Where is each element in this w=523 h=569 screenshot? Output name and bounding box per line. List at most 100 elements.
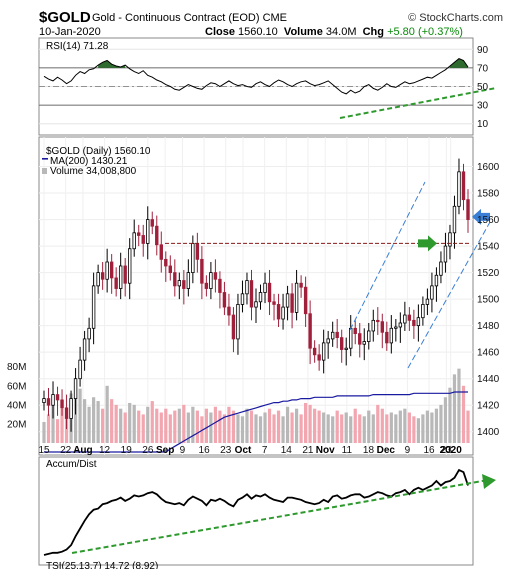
candle-body bbox=[258, 292, 263, 303]
x-tick-label: 23 bbox=[220, 445, 232, 456]
accum-legend-text: Accum/Dist bbox=[46, 459, 97, 470]
candle-body bbox=[371, 319, 375, 332]
volume-bar bbox=[371, 414, 375, 443]
accum-trendline bbox=[71, 479, 489, 554]
volume-bar bbox=[231, 410, 236, 443]
rsi-tick-label: 10 bbox=[477, 119, 489, 130]
volume-bar bbox=[173, 410, 177, 443]
volume-bar bbox=[159, 412, 163, 443]
volume-bar bbox=[204, 408, 208, 443]
x-tick-label: 15 bbox=[38, 445, 50, 456]
volume-bar bbox=[448, 387, 452, 443]
volume-bar bbox=[403, 408, 407, 443]
candle-body bbox=[55, 394, 60, 401]
volume-bar bbox=[87, 406, 91, 443]
candle-body bbox=[236, 304, 240, 340]
candle-body bbox=[132, 232, 136, 250]
candle-body bbox=[439, 261, 443, 276]
price-tick-label: 1420 bbox=[477, 401, 500, 412]
candle-body bbox=[276, 304, 281, 320]
volume-bar bbox=[430, 412, 434, 443]
candle-body bbox=[312, 347, 317, 356]
candle-body bbox=[222, 292, 227, 308]
candle-body bbox=[294, 282, 299, 313]
volume-bar bbox=[182, 404, 186, 443]
volume-bar bbox=[421, 414, 425, 443]
candle-body bbox=[64, 407, 69, 419]
ma200-line bbox=[44, 391, 468, 453]
candle-body bbox=[141, 235, 145, 244]
price-legend-text: $GOLD (Daily) 1560.10 bbox=[46, 146, 151, 157]
volume-bar bbox=[353, 408, 357, 443]
x-tick-label: 22 bbox=[60, 445, 72, 456]
volume-tick-label: 80M bbox=[7, 362, 26, 373]
volume-bar bbox=[245, 408, 249, 443]
rsi-tick-label: 90 bbox=[477, 45, 489, 56]
candle-body bbox=[105, 261, 109, 280]
volume-bar bbox=[42, 422, 46, 443]
volume-bar bbox=[96, 401, 100, 443]
candle-body bbox=[308, 313, 312, 349]
candle-body bbox=[209, 272, 213, 289]
volume-bar bbox=[276, 410, 281, 443]
candle-body bbox=[299, 282, 303, 288]
volume-bar bbox=[123, 412, 127, 443]
candle-body bbox=[240, 293, 245, 305]
volume-bar bbox=[313, 408, 317, 443]
volume-bar bbox=[326, 414, 330, 443]
volume-bar bbox=[258, 416, 263, 443]
candle-body bbox=[267, 282, 272, 303]
candle-body bbox=[150, 219, 154, 227]
volume-bar bbox=[385, 414, 389, 443]
volume-bar bbox=[461, 385, 466, 443]
price-tick-label: 1460 bbox=[477, 348, 500, 359]
candle-body bbox=[344, 347, 348, 350]
price-tick-label: 1400 bbox=[477, 427, 500, 438]
rsi-line bbox=[43, 58, 469, 95]
volume-bar bbox=[439, 404, 443, 443]
candle-body bbox=[358, 333, 362, 345]
x-tick-label: Aug bbox=[73, 445, 92, 456]
chg-label: Chg bbox=[362, 26, 384, 38]
quote-date: 10-Jan-2020 bbox=[39, 26, 101, 38]
volume-bar bbox=[367, 410, 371, 443]
volume-bar bbox=[254, 414, 258, 443]
x-tick-label: Sep bbox=[156, 445, 174, 456]
x-tick-label: 23 bbox=[441, 445, 453, 456]
candle-body bbox=[457, 171, 461, 207]
volume-bar bbox=[55, 419, 60, 443]
volume-bar bbox=[132, 404, 136, 443]
price-tick-label: 1560 bbox=[477, 215, 500, 226]
volume-bar bbox=[137, 410, 141, 443]
candle-body bbox=[285, 293, 290, 308]
candle-body bbox=[416, 317, 421, 327]
bottom-legend-text: TSI(25,13,7) 14.72 (8.92) bbox=[46, 561, 158, 569]
volume-legend: Volume 34,008,800 bbox=[50, 166, 137, 177]
candle-body bbox=[123, 265, 127, 284]
candle-body bbox=[191, 243, 195, 274]
volume-bar bbox=[60, 408, 64, 443]
bottom-legend: TSI(25,13,7) 14.72 (8.92) bbox=[46, 561, 158, 569]
volume-series bbox=[42, 368, 470, 443]
volume-tick-label: 60M bbox=[7, 381, 26, 392]
candle-body bbox=[430, 285, 434, 300]
x-tick-label: 19 bbox=[121, 445, 133, 456]
candle-body bbox=[182, 280, 186, 289]
volume-bar bbox=[168, 414, 172, 443]
candle-body bbox=[407, 314, 412, 321]
volume-bar bbox=[281, 416, 285, 443]
volume-bar bbox=[150, 401, 154, 443]
volume-bar bbox=[290, 412, 294, 443]
volume-bar bbox=[344, 412, 348, 443]
volume-bar bbox=[294, 408, 299, 443]
x-tick-label: 11 bbox=[342, 445, 353, 456]
volume-bar bbox=[272, 414, 276, 443]
volume-bar bbox=[209, 412, 213, 443]
volume-bar bbox=[398, 410, 402, 443]
annotations bbox=[71, 87, 497, 554]
volume-value: 34.0M bbox=[325, 26, 357, 38]
candle-body bbox=[303, 286, 308, 315]
candle-body bbox=[177, 280, 182, 287]
candle-body bbox=[330, 331, 335, 340]
volume-bar bbox=[267, 408, 272, 443]
